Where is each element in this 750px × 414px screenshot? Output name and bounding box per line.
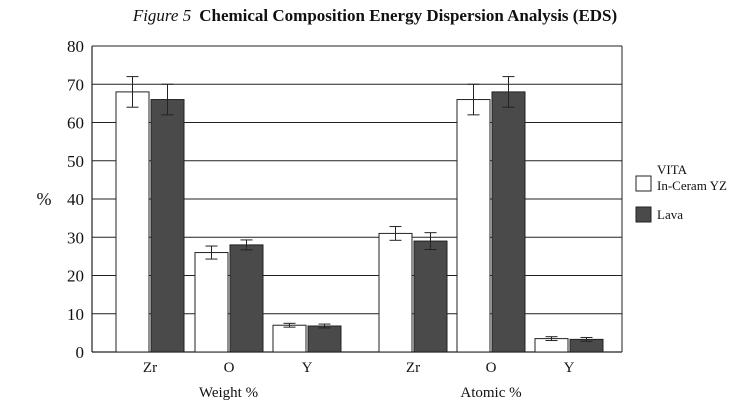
bar — [491, 91, 526, 353]
bar — [115, 91, 150, 353]
x-tick-label: Y — [564, 360, 575, 376]
y-tick-label: 50 — [67, 152, 84, 171]
group-label: Atomic % — [460, 385, 521, 401]
legend-label: In-Ceram YZ — [657, 178, 727, 193]
bar — [413, 240, 448, 353]
y-tick-label: 20 — [67, 267, 84, 286]
y-axis-label: % — [37, 189, 52, 209]
x-tick-label: Y — [302, 360, 313, 376]
y-tick-label: 30 — [67, 228, 84, 247]
figure-label: Figure 5 — [132, 6, 192, 25]
chart-title: Figure 5 Chemical Composition Energy Disp… — [0, 6, 750, 26]
bar — [378, 232, 413, 353]
group-label: Weight % — [199, 385, 258, 401]
bar — [456, 99, 491, 353]
chart-title-text: Chemical Composition Energy Dispersion A… — [199, 6, 618, 25]
bar — [229, 244, 264, 353]
bar — [307, 325, 342, 353]
y-tick-label: 0 — [76, 343, 85, 362]
y-tick-label: 60 — [67, 114, 84, 133]
x-tick-label: O — [486, 360, 497, 376]
bar — [272, 324, 307, 353]
bar — [194, 252, 229, 353]
legend-label: VITA — [657, 162, 688, 177]
x-tick-label: Zr — [143, 360, 157, 376]
bar — [150, 99, 185, 353]
y-tick-label: 40 — [67, 190, 84, 209]
y-tick-label: 70 — [67, 75, 84, 94]
y-tick-label: 80 — [67, 37, 84, 56]
legend-swatch — [635, 175, 652, 192]
x-tick-label: O — [224, 360, 235, 376]
x-tick-label: Zr — [406, 360, 420, 376]
legend-label: Lava — [657, 207, 683, 222]
y-tick-label: 10 — [67, 305, 84, 324]
legend-swatch — [635, 206, 652, 223]
